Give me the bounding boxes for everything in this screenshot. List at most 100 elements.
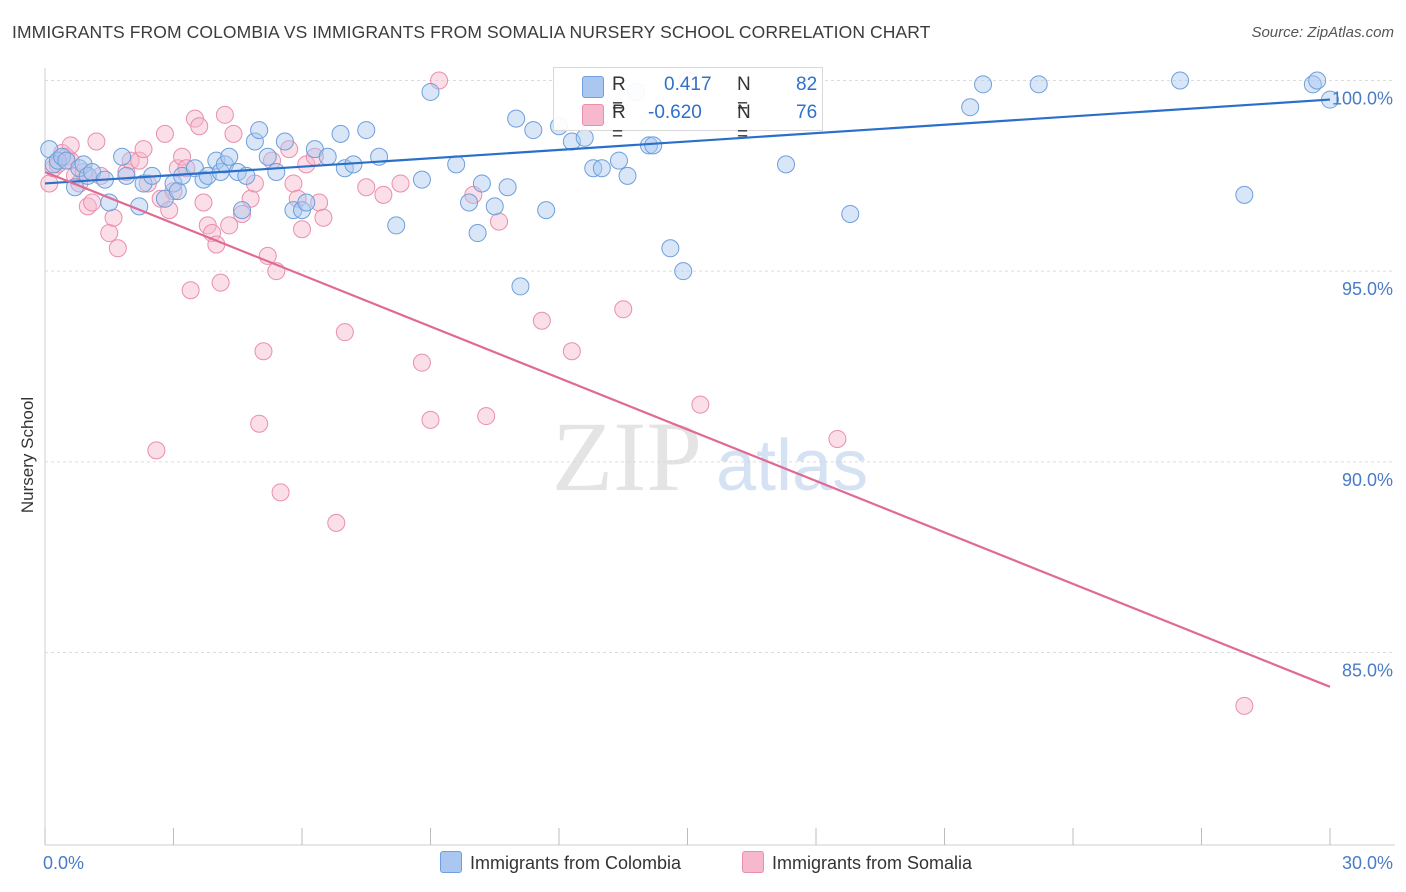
data-point-somalia: [117, 163, 136, 182]
data-point-colombia: [117, 166, 136, 185]
data-point-somalia: [391, 174, 410, 193]
bottom-legend-somalia: Immigrants from Somalia: [742, 851, 972, 874]
data-point-colombia: [387, 216, 406, 235]
bottom-legend-label-colombia: Immigrants from Colombia: [470, 853, 682, 873]
data-point-somalia: [181, 281, 200, 300]
data-point-colombia: [258, 147, 277, 166]
data-point-somalia: [335, 323, 354, 342]
data-point-colombia: [168, 182, 187, 201]
data-point-colombia: [220, 147, 239, 166]
y-tick-label: 95.0%: [1342, 279, 1393, 299]
data-point-colombia: [609, 151, 628, 170]
data-point-somalia: [828, 429, 847, 448]
data-point-somalia: [87, 132, 106, 151]
data-point-somalia: [194, 193, 213, 212]
data-point-somalia: [532, 311, 551, 330]
watermark-zip: ZIP: [552, 401, 702, 512]
data-point-colombia: [318, 147, 337, 166]
legend-n-value: 76: [796, 102, 818, 123]
legend-swatch-colombia: [582, 76, 604, 98]
data-point-somalia: [490, 212, 509, 231]
data-point-colombia: [460, 193, 479, 212]
data-point-somalia: [477, 407, 496, 426]
data-point-colombia: [841, 204, 860, 223]
data-point-somalia: [250, 414, 269, 433]
data-point-somalia: [233, 204, 252, 223]
data-point-somalia: [288, 189, 307, 208]
data-point-somalia: [130, 151, 149, 170]
legend-r-label: R =: [612, 74, 626, 117]
data-point-somalia: [1235, 696, 1254, 715]
axes: [44, 68, 1395, 846]
data-point-somalia: [293, 220, 311, 239]
data-point-somalia: [173, 147, 192, 166]
data-point-colombia: [100, 193, 119, 212]
trend-line-colombia: [44, 98, 1331, 185]
data-point-somalia: [254, 342, 273, 361]
source-label: Source: ZipAtlas.com: [1251, 24, 1394, 41]
data-point-somalia: [284, 174, 303, 193]
data-point-colombia: [575, 128, 594, 147]
data-point-somalia: [271, 483, 290, 502]
y-tick-label: 100.0%: [1332, 89, 1393, 109]
data-point-colombia: [267, 163, 286, 182]
data-point-somalia: [104, 208, 123, 227]
data-point-somalia: [147, 441, 166, 460]
data-point-colombia: [472, 174, 491, 193]
data-point-somalia: [412, 353, 431, 372]
trend-line-somalia: [44, 170, 1331, 688]
data-point-somalia: [357, 178, 376, 197]
data-point-somalia: [691, 395, 710, 414]
data-point-colombia: [357, 121, 376, 140]
series-colombia-points: [40, 71, 1339, 296]
legend-n-value: 82: [796, 74, 818, 95]
data-point-colombia: [113, 147, 132, 166]
bottom-legend-colombia: Immigrants from Colombia: [440, 851, 681, 874]
data-point-colombia: [498, 178, 517, 197]
data-point-colombia: [275, 132, 294, 151]
data-point-colombia: [1029, 75, 1048, 94]
legend-n-label: N =: [737, 102, 751, 145]
legend-r-value: 0.417: [664, 74, 712, 95]
bottom-legend-label-somalia: Immigrants from Somalia: [772, 853, 973, 873]
data-point-colombia: [618, 166, 637, 185]
bottom-legend-swatch-somalia: [742, 851, 764, 873]
data-point-colombia: [468, 224, 487, 243]
data-point-colombia: [412, 170, 431, 189]
data-point-colombia: [1308, 71, 1327, 90]
data-point-somalia: [374, 185, 393, 204]
data-point-colombia: [297, 193, 316, 212]
data-point-colombia: [250, 121, 269, 140]
y-tick-labels: 100.0% 95.0% 90.0% 85.0%: [1332, 89, 1393, 681]
data-point-somalia: [211, 273, 230, 292]
data-point-somalia: [224, 124, 243, 143]
data-point-colombia: [961, 98, 980, 117]
data-point-somalia: [562, 342, 581, 361]
y-tick-label: 85.0%: [1342, 661, 1393, 681]
data-point-colombia: [1235, 185, 1254, 204]
stats-legend: R = 0.417 N = 82 R = -0.620 N = 76: [553, 67, 823, 145]
data-point-somalia: [108, 239, 127, 258]
legend-swatch-somalia: [582, 104, 604, 126]
data-point-colombia: [1171, 71, 1190, 90]
data-point-somalia: [160, 201, 179, 220]
data-point-somalia: [155, 124, 174, 143]
data-point-colombia: [661, 239, 680, 258]
trend-lines: [44, 98, 1331, 688]
data-point-somalia: [314, 208, 333, 227]
data-point-colombia: [537, 201, 556, 220]
x-tick-label-right: 30.0%: [1342, 853, 1393, 873]
data-point-somalia: [421, 410, 440, 429]
data-point-colombia: [674, 262, 693, 281]
legend-r-value: -0.620: [648, 102, 702, 123]
data-point-somalia: [614, 300, 633, 319]
data-point-somalia: [83, 193, 102, 212]
data-point-somalia: [190, 117, 209, 136]
data-point-somalia: [134, 140, 153, 159]
y-axis-label: Nursery School: [18, 397, 37, 513]
data-point-colombia: [511, 277, 530, 296]
data-point-somalia: [100, 224, 119, 243]
series-somalia-points: [40, 71, 1254, 715]
data-point-somalia: [310, 193, 329, 212]
